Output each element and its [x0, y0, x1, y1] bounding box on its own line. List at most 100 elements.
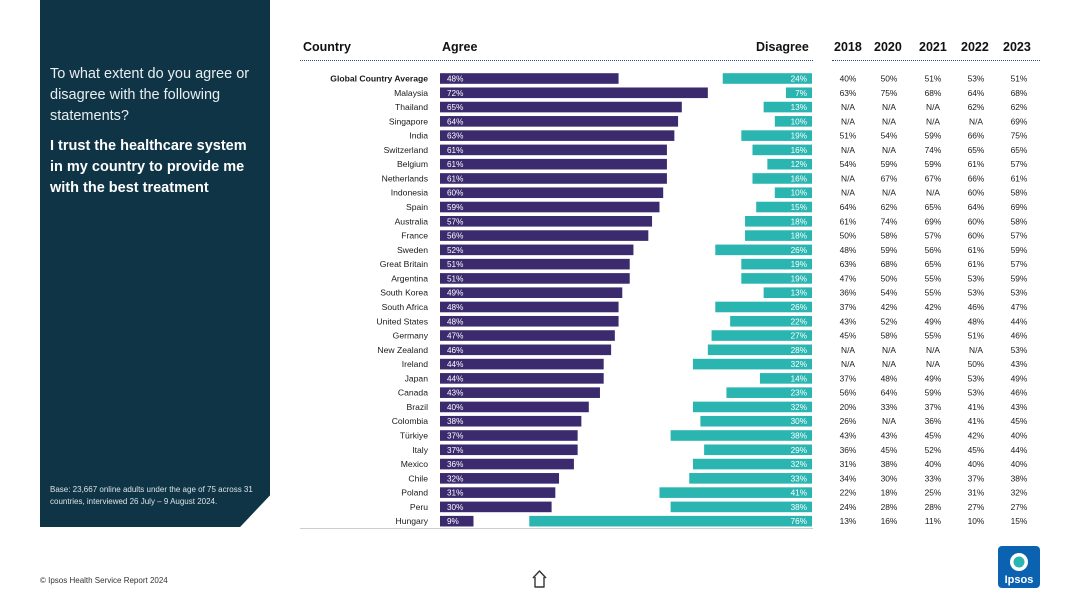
trend-value-2021: 68% [925, 88, 942, 98]
agree-value-label: 61% [447, 160, 463, 169]
home-icon[interactable] [531, 569, 548, 589]
trend-value-2023: 68% [1011, 88, 1028, 98]
question-panel: To what extent do you agree or disagree … [40, 0, 270, 527]
trend-value-2021: 42% [925, 302, 942, 312]
trend-value-2018: 51% [840, 131, 857, 141]
trend-value-2020: 64% [881, 388, 898, 398]
trend-value-2021: 67% [925, 173, 942, 183]
agree-value-label: 61% [447, 174, 463, 183]
header-2023: 2023 [1003, 40, 1031, 54]
disagree-value-label: 26% [791, 303, 807, 312]
trend-value-2021: 56% [925, 245, 942, 255]
disagree-value-label: 38% [791, 432, 807, 441]
trend-value-2023: 40% [1011, 459, 1028, 469]
disagree-bar [715, 244, 812, 256]
country-label: Ireland [402, 359, 428, 369]
trend-value-2018: 37% [840, 302, 857, 312]
agree-bar [440, 330, 615, 341]
agree-value-label: 52% [447, 246, 463, 255]
trend-value-2020: N/A [882, 345, 896, 355]
header-2021: 2021 [919, 40, 947, 54]
trend-value-2022: 60% [968, 188, 985, 198]
trend-value-2022: 45% [968, 445, 985, 455]
agree-value-label: 36% [447, 460, 463, 469]
disagree-value-label: 22% [791, 317, 807, 326]
country-label: Japan [405, 373, 429, 383]
country-label: Great Britain [380, 259, 428, 269]
disagree-value-label: 24% [791, 75, 807, 84]
trend-value-2020: 45% [881, 445, 898, 455]
trend-value-2023: 40% [1011, 431, 1028, 441]
disagree-value-label: 18% [791, 217, 807, 226]
trend-value-2021: 28% [925, 502, 942, 512]
agree-bar [440, 430, 578, 441]
disagree-bar [745, 216, 812, 227]
disagree-bar [774, 187, 812, 199]
country-label: Canada [398, 388, 428, 398]
agree-bar [440, 415, 582, 427]
disagree-value-label: 10% [791, 189, 807, 198]
disagree-bar [715, 301, 812, 313]
trend-value-2020: 75% [881, 88, 898, 98]
agree-value-label: 44% [447, 360, 463, 369]
trend-value-2023: 65% [1011, 145, 1028, 155]
trend-value-2023: 43% [1011, 402, 1028, 412]
trend-value-2018: 26% [840, 416, 857, 426]
trend-value-2018: 48% [840, 245, 857, 255]
agree-value-label: 9% [447, 517, 459, 526]
trend-value-2020: 50% [881, 273, 898, 283]
trend-value-2020: 28% [881, 502, 898, 512]
trend-value-2018: 63% [840, 259, 857, 269]
header-2018: 2018 [834, 40, 862, 54]
trend-value-2020: 68% [881, 259, 898, 269]
trend-value-2020: 18% [881, 488, 898, 498]
trend-value-2023: 58% [1011, 188, 1028, 198]
trend-value-2023: 44% [1011, 316, 1028, 326]
agree-value-label: 31% [447, 489, 463, 498]
trend-value-2023: 59% [1011, 273, 1028, 283]
disagree-value-label: 32% [791, 460, 807, 469]
disagree-bar [741, 273, 812, 284]
country-label: United States [376, 316, 428, 326]
trend-value-2023: 53% [1011, 345, 1028, 355]
trend-value-2023: 59% [1011, 245, 1028, 255]
agree-value-label: 32% [447, 474, 463, 483]
agree-value-label: 43% [447, 389, 463, 398]
country-label: New Zealand [377, 345, 428, 355]
trend-value-2023: 15% [1011, 516, 1028, 526]
trend-value-2023: 75% [1011, 131, 1028, 141]
trend-value-2021: 69% [925, 216, 942, 226]
trend-value-2023: 46% [1011, 331, 1028, 341]
disagree-value-label: 26% [791, 246, 807, 255]
disagree-value-label: 16% [791, 174, 807, 183]
trend-value-2022: 65% [968, 145, 985, 155]
disagree-bar [529, 515, 812, 527]
disagree-value-label: 12% [791, 160, 807, 169]
disagree-bar [670, 430, 812, 441]
trend-value-2022: 42% [968, 431, 985, 441]
trend-value-2022: 53% [968, 74, 985, 84]
trend-value-2022: 53% [968, 388, 985, 398]
country-label: Malaysia [394, 88, 428, 98]
agree-bar [440, 515, 474, 527]
trend-value-2021: N/A [926, 116, 940, 126]
disagree-value-label: 28% [791, 346, 807, 355]
trend-value-2022: 60% [968, 216, 985, 226]
trend-value-2021: 52% [925, 445, 942, 455]
agree-bar [440, 458, 574, 470]
country-label: France [401, 231, 428, 241]
trend-value-2023: 61% [1011, 173, 1028, 183]
agree-value-label: 59% [447, 203, 463, 212]
trend-value-2023: 43% [1011, 359, 1028, 369]
trend-value-2022: 50% [968, 359, 985, 369]
trend-value-2022: 66% [968, 173, 985, 183]
agree-bar [440, 301, 619, 313]
trend-value-2018: 24% [840, 502, 857, 512]
agree-bar [440, 358, 604, 370]
trend-value-2023: 57% [1011, 159, 1028, 169]
trend-value-2021: 25% [925, 488, 942, 498]
trend-value-2023: 27% [1011, 502, 1028, 512]
trend-value-2018: N/A [841, 173, 855, 183]
trend-value-2022: 61% [968, 245, 985, 255]
trend-value-2021: 33% [925, 473, 942, 483]
